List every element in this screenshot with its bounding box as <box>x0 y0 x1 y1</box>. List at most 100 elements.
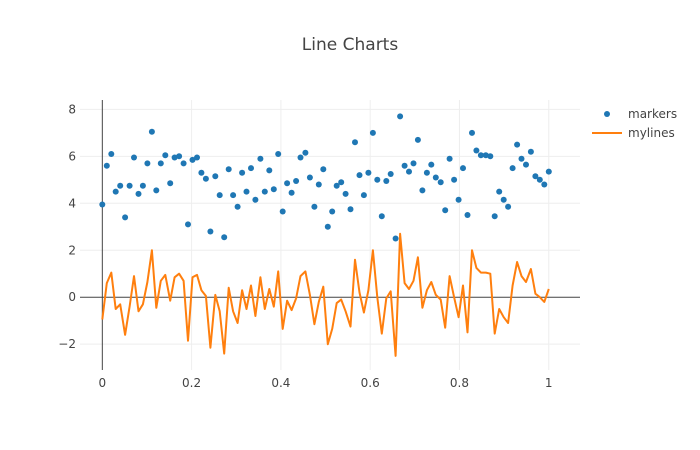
data-point <box>248 165 254 172</box>
data-point <box>541 181 548 188</box>
data-point <box>122 214 129 221</box>
legend-marker-swatch <box>604 111 610 117</box>
data-point <box>297 154 304 161</box>
data-point <box>234 203 241 210</box>
data-point <box>356 172 363 179</box>
data-point <box>347 206 354 213</box>
data-point <box>171 154 178 161</box>
y-tick-label: −2 <box>58 337 76 351</box>
data-point <box>446 155 453 162</box>
data-point <box>202 175 209 182</box>
data-point <box>212 173 219 180</box>
data-point <box>293 178 300 184</box>
data-point <box>509 165 516 172</box>
x-tick-label: 0.6 <box>361 376 380 390</box>
data-point <box>536 176 543 183</box>
data-point <box>523 161 529 168</box>
data-point <box>99 201 106 208</box>
data-point <box>437 179 444 186</box>
x-tick-label: 0.4 <box>271 376 290 390</box>
data-point <box>374 176 381 183</box>
data-point <box>406 168 412 175</box>
data-point <box>410 160 417 167</box>
data-point <box>365 169 372 176</box>
data-point <box>455 196 462 203</box>
data-point <box>243 188 250 195</box>
legend-item: markers <box>604 107 677 121</box>
data-point <box>392 235 399 242</box>
data-point <box>369 129 376 136</box>
data-point <box>491 213 498 220</box>
data-point <box>230 192 237 199</box>
x-tick-label: 0.2 <box>182 376 201 390</box>
data-point <box>496 188 503 195</box>
data-point <box>103 162 110 169</box>
data-point <box>527 148 534 155</box>
data-point <box>469 129 475 136</box>
y-tick-label: 0 <box>68 290 76 304</box>
data-point <box>157 160 164 167</box>
legend-item: mylines <box>592 126 675 140</box>
data-point <box>401 162 408 169</box>
data-point <box>126 182 133 189</box>
data-point <box>360 192 367 199</box>
data-point <box>284 180 291 187</box>
data-point <box>252 196 259 203</box>
data-point <box>505 203 512 210</box>
data-point <box>135 190 142 197</box>
data-point <box>180 160 187 167</box>
data-point <box>423 169 430 176</box>
data-point <box>387 171 394 177</box>
data-point <box>207 228 214 235</box>
data-point <box>221 234 228 241</box>
zero-line <box>80 100 580 370</box>
data-point <box>500 196 507 203</box>
data-point <box>216 192 223 199</box>
data-point <box>460 165 466 172</box>
data-point <box>487 153 494 160</box>
data-point <box>333 182 340 189</box>
data-point <box>108 151 115 157</box>
tick-labels: 0 0.2 0.4 0.6 0.8 1 −2 0 2 4 6 8 <box>58 102 552 390</box>
data-point <box>514 141 521 148</box>
x-tick-label: 1 <box>545 376 553 390</box>
data-point <box>144 160 151 167</box>
data-point <box>329 208 336 215</box>
data-point <box>442 207 449 214</box>
y-tick-label: 2 <box>68 243 76 257</box>
data-point <box>324 223 331 230</box>
y-tick-label: 8 <box>68 102 76 116</box>
data-point <box>419 187 426 194</box>
data-point <box>167 180 174 187</box>
data-point <box>397 113 404 120</box>
data-point <box>189 156 196 163</box>
data-point <box>131 154 137 161</box>
data-point <box>257 155 264 162</box>
data-point <box>518 155 525 162</box>
data-point <box>378 213 385 220</box>
data-point <box>532 173 539 180</box>
data-point <box>176 153 183 160</box>
data-point <box>482 152 489 159</box>
data-point <box>302 149 309 156</box>
data-point <box>414 136 421 143</box>
y-tick-label: 4 <box>68 196 76 210</box>
data-point <box>320 166 327 173</box>
legend: markers mylines <box>592 107 677 140</box>
data-point <box>311 203 318 210</box>
data-point <box>306 174 313 181</box>
data-point <box>198 169 205 176</box>
data-point <box>266 167 273 174</box>
data-point <box>383 178 390 184</box>
data-point <box>451 176 458 183</box>
y-tick-label: 6 <box>68 149 76 163</box>
data-point <box>148 128 155 135</box>
x-tick-label: 0 <box>99 376 107 390</box>
series-lines <box>101 232 550 357</box>
data-point <box>279 208 286 215</box>
data-point <box>432 174 439 181</box>
chart-title: Line Charts <box>302 35 399 55</box>
data-point <box>288 189 295 196</box>
series-line-mylines <box>101 232 550 357</box>
